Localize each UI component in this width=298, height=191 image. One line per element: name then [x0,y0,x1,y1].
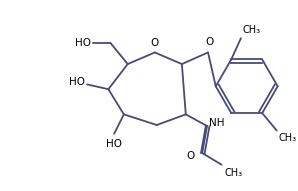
Text: CH₃: CH₃ [224,168,243,178]
Text: HO: HO [75,38,91,48]
Text: CH₃: CH₃ [243,25,261,35]
Text: HO: HO [69,77,85,87]
Text: CH₃: CH₃ [279,134,297,143]
Text: NH: NH [209,118,224,128]
Text: O: O [186,151,195,161]
Text: HO: HO [106,138,122,149]
Text: O: O [206,37,214,47]
Text: O: O [151,38,159,48]
